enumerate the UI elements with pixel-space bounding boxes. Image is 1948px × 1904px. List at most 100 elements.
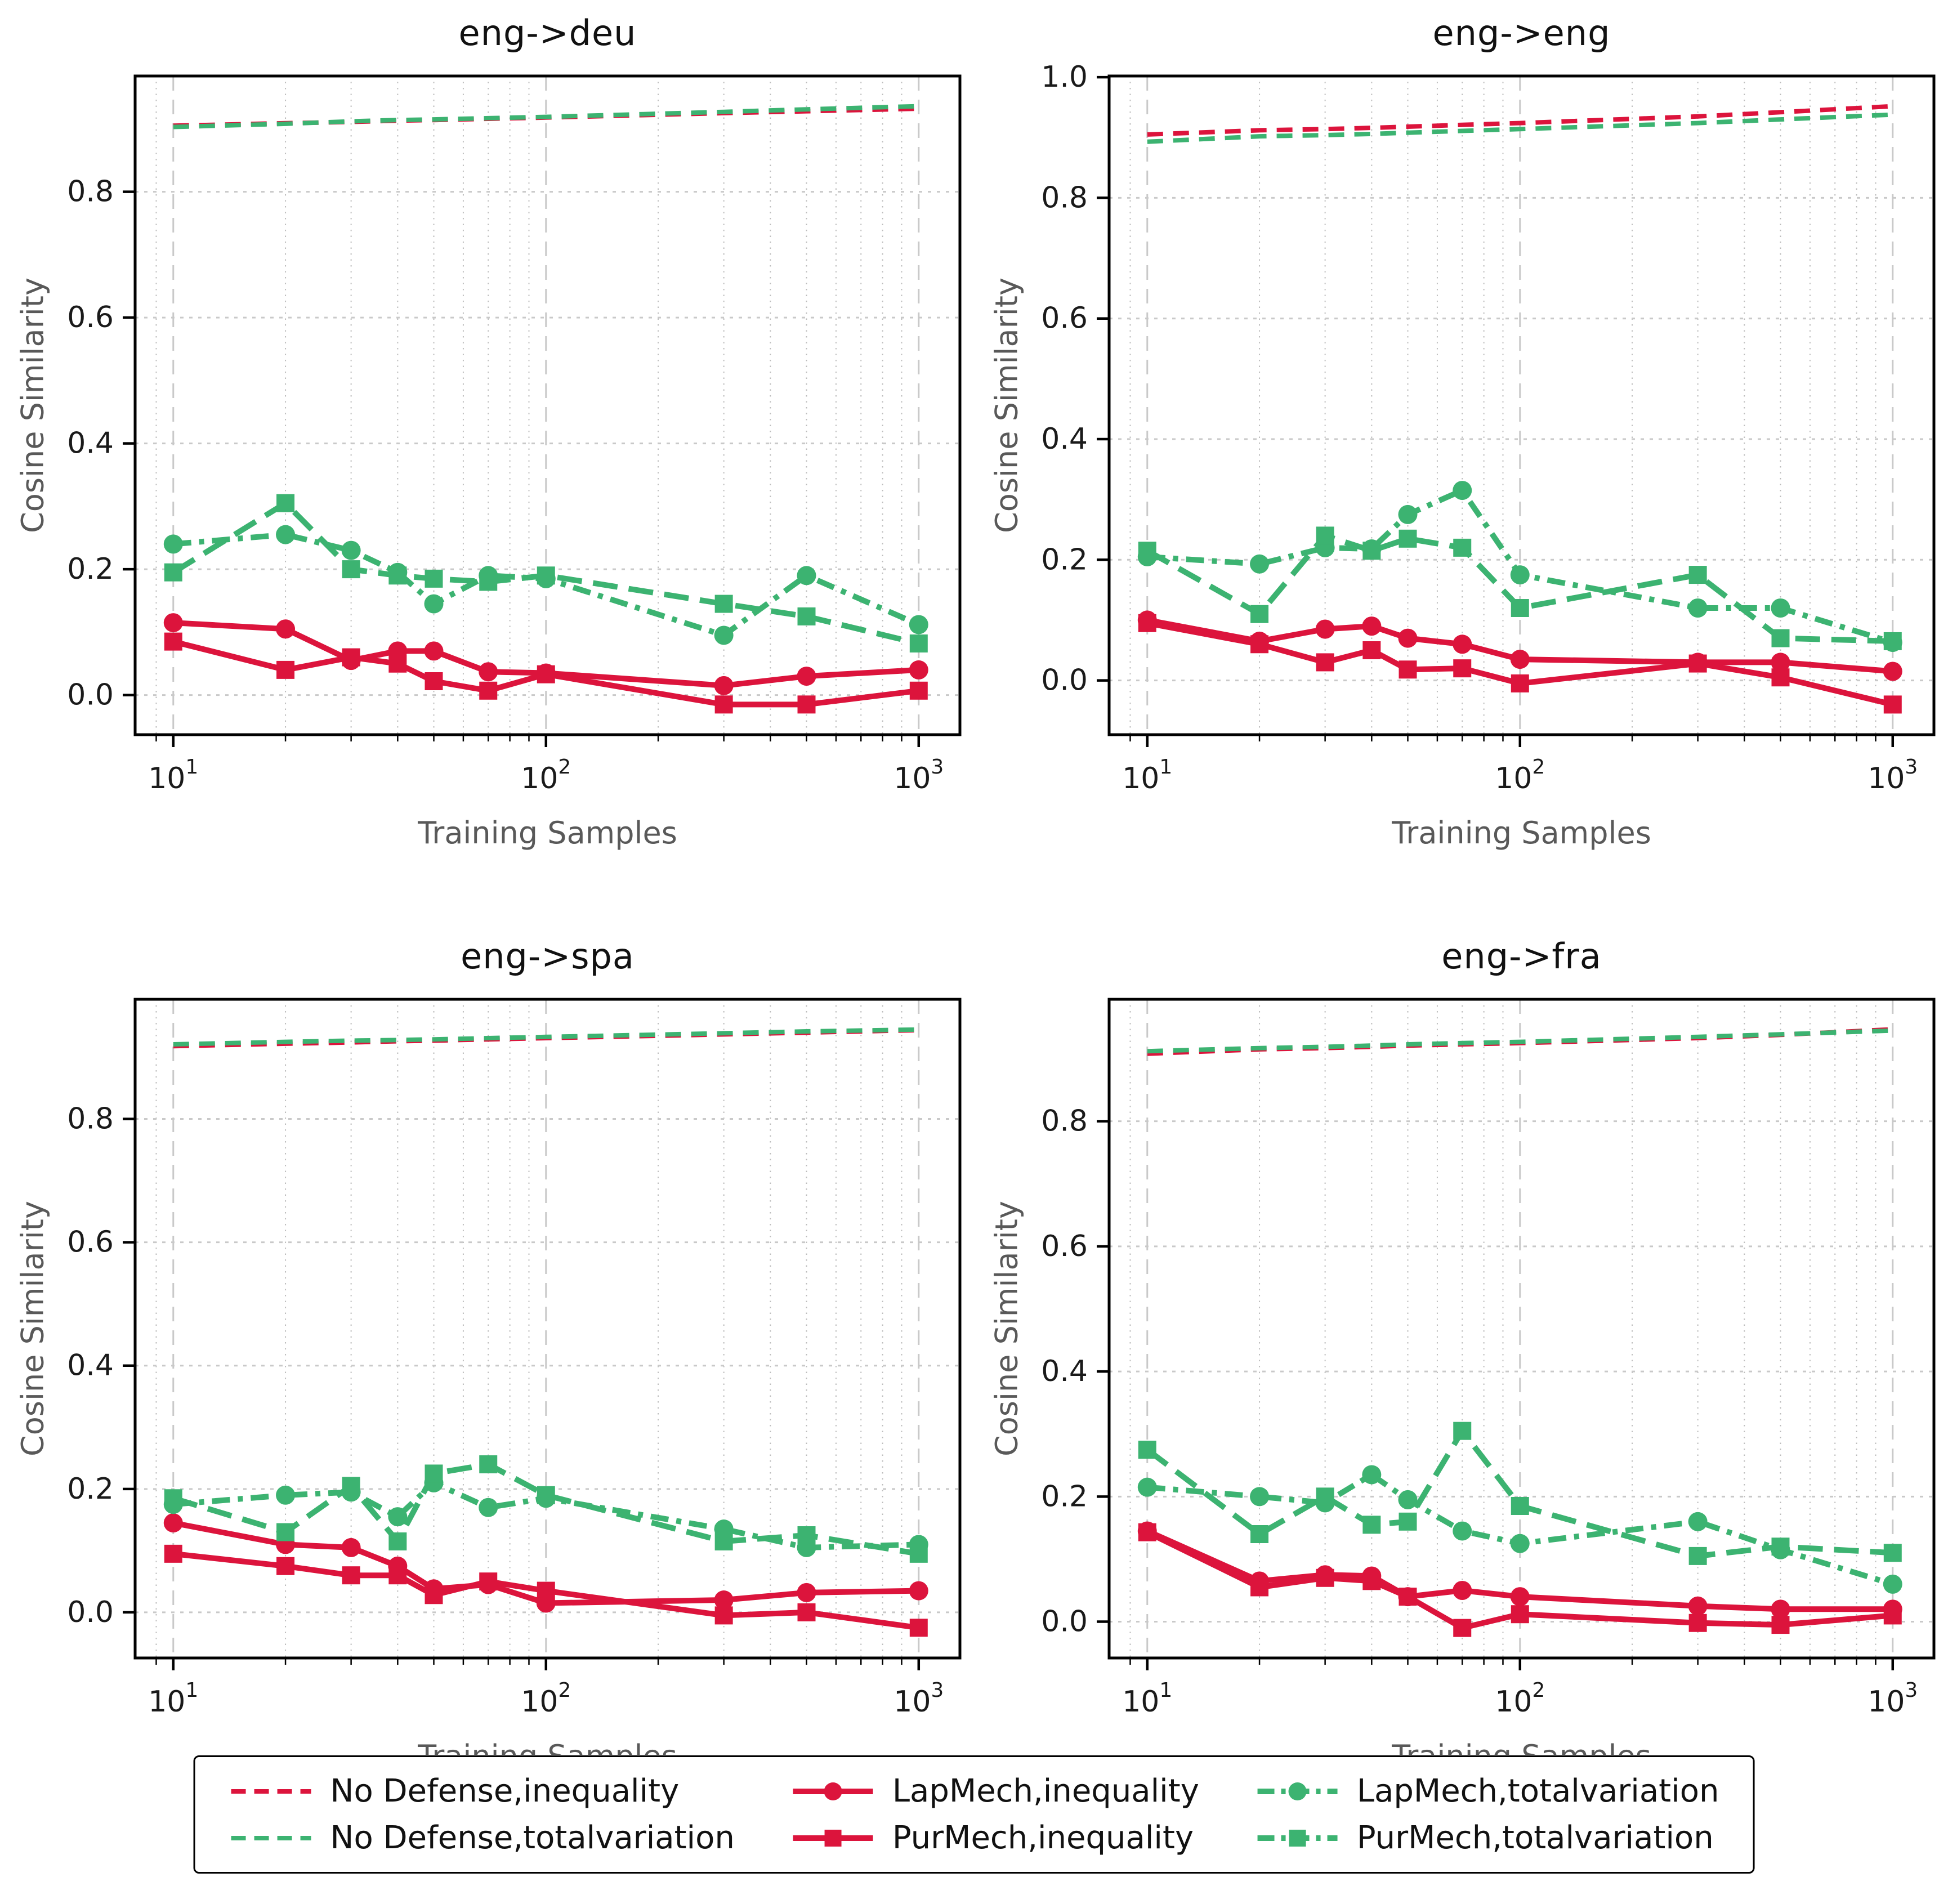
legend-line-sample-icon <box>1257 1829 1338 1847</box>
data-point-marker <box>1453 1619 1472 1637</box>
data-point-marker <box>1399 1512 1417 1531</box>
axes-frame <box>133 998 962 1660</box>
series-line <box>1146 532 1893 644</box>
y-tick-label: 0.2 <box>67 1472 114 1506</box>
series-line <box>1147 112 1893 144</box>
data-point-marker <box>1453 1422 1472 1440</box>
plot-area-eng-spa: 101 102 103 0.0 0.2 0.4 0.6 0.8 <box>67 998 962 1719</box>
data-point-marker <box>163 613 183 633</box>
legend-item-purmech-inequality: PurMech,inequality <box>791 1820 1199 1856</box>
y-tick-label: 0.4 <box>67 1349 114 1383</box>
legend-sample-marker <box>1288 1782 1307 1800</box>
data-point-marker <box>797 695 816 714</box>
data-point-marker <box>1137 1477 1157 1497</box>
series-line <box>172 638 919 708</box>
gridlines <box>135 999 960 1658</box>
data-point-marker <box>425 569 443 588</box>
axes-frame <box>1107 998 1936 1660</box>
series-line <box>1146 620 1893 708</box>
data-point-marker <box>1362 641 1381 659</box>
data-point-marker <box>1399 660 1417 679</box>
y-tick-label: 0.8 <box>1041 181 1088 214</box>
data-point-marker <box>424 594 444 614</box>
axis-ticks <box>123 1118 921 1670</box>
legend-label: PurMech,totalvariation <box>1356 1820 1714 1856</box>
tick-labels: 101 102 103 0.0 0.2 0.4 0.6 0.8 1.0 <box>1041 60 1918 795</box>
data-point-marker <box>276 1523 295 1541</box>
data-point-marker <box>342 648 360 667</box>
series-no-defense-totalvariation <box>173 1027 919 1047</box>
series-line <box>1147 1471 1894 1587</box>
data-point-marker <box>714 595 733 613</box>
data-point-marker <box>1138 614 1156 632</box>
data-point-marker <box>537 665 555 683</box>
series-line <box>173 1550 919 1631</box>
data-point-marker <box>1315 619 1335 639</box>
data-point-marker <box>388 566 407 585</box>
x-tick-label: 102 <box>521 756 571 795</box>
data-point-marker <box>341 1537 361 1557</box>
page-title: eng->deu <box>458 12 637 53</box>
y-tick-label: 0.0 <box>67 678 114 712</box>
series-no-defense-totalvariation <box>1147 1028 1893 1054</box>
y-axis-label: Cosine Similarity <box>989 278 1025 533</box>
x-tick-label: 103 <box>893 1679 944 1719</box>
data-point-marker <box>1362 1516 1381 1534</box>
data-point-marker <box>714 676 734 695</box>
data-point-marker <box>425 672 443 691</box>
series-line <box>1147 1028 1893 1054</box>
series-line <box>1146 1530 1893 1632</box>
y-tick-label: 0.0 <box>1041 664 1088 698</box>
axis-ticks <box>1097 75 1895 747</box>
data-point-marker <box>1883 632 1902 650</box>
data-point-marker <box>1362 616 1382 636</box>
series-purmech-inequality <box>1138 1523 1902 1637</box>
data-point-marker <box>1399 1588 1417 1606</box>
data-point-marker <box>1771 1537 1790 1556</box>
data-point-marker <box>479 681 498 700</box>
series-no-defense-inequality <box>1147 104 1893 137</box>
data-point-marker <box>1453 1521 1472 1541</box>
data-point-marker <box>425 1586 443 1604</box>
data-point-marker <box>1688 1614 1707 1632</box>
subplot-eng-deu: 101 102 103 0.0 0.2 0.4 0.6 0.8 eng->deu Cosine… <box>0 0 974 923</box>
data-point-marker <box>276 660 295 679</box>
data-point-marker <box>479 573 498 591</box>
legend-sample-marker <box>824 1782 842 1800</box>
x-tick-label: 101 <box>148 1679 198 1719</box>
series-layer <box>1137 104 1902 714</box>
data-point-marker <box>714 625 734 645</box>
data-point-marker <box>424 641 444 661</box>
legend: No Defense,inequality No Defense,totalva… <box>193 1755 1755 1874</box>
series-line <box>1146 617 1893 674</box>
data-point-marker <box>276 1485 296 1505</box>
data-point-marker <box>1771 1616 1790 1634</box>
gridlines <box>135 76 960 735</box>
data-point-marker <box>164 563 182 582</box>
legend-label: LapMech,totalvariation <box>1356 1773 1719 1809</box>
data-point-marker <box>1883 1574 1902 1594</box>
series-no-defense-totalvariation <box>1147 112 1893 144</box>
data-point-marker <box>1453 538 1472 557</box>
y-tick-label: 0.2 <box>67 552 114 586</box>
data-point-marker <box>1510 650 1530 669</box>
data-point-marker <box>342 1477 360 1495</box>
x-axis-label: Training Samples <box>418 815 677 851</box>
series-purmech-inequality <box>1138 614 1902 714</box>
data-point-marker <box>797 1583 816 1602</box>
legend-line-sample-icon <box>231 1789 311 1794</box>
data-point-marker <box>1138 1441 1156 1459</box>
series-layer <box>163 104 928 714</box>
y-tick-label: 0.4 <box>1041 1355 1088 1388</box>
data-point-marker <box>1883 662 1902 681</box>
x-tick-label: 101 <box>1122 1679 1172 1719</box>
x-tick-label: 102 <box>1495 756 1545 795</box>
data-point-marker <box>797 1603 816 1621</box>
data-point-marker <box>1362 1465 1382 1485</box>
page-title: eng->spa <box>461 936 635 977</box>
data-point-marker <box>714 1532 733 1550</box>
data-point-marker <box>1453 481 1472 500</box>
data-point-marker <box>1138 1523 1156 1541</box>
x-tick-label: 102 <box>521 1679 571 1719</box>
data-point-marker <box>1398 628 1418 648</box>
